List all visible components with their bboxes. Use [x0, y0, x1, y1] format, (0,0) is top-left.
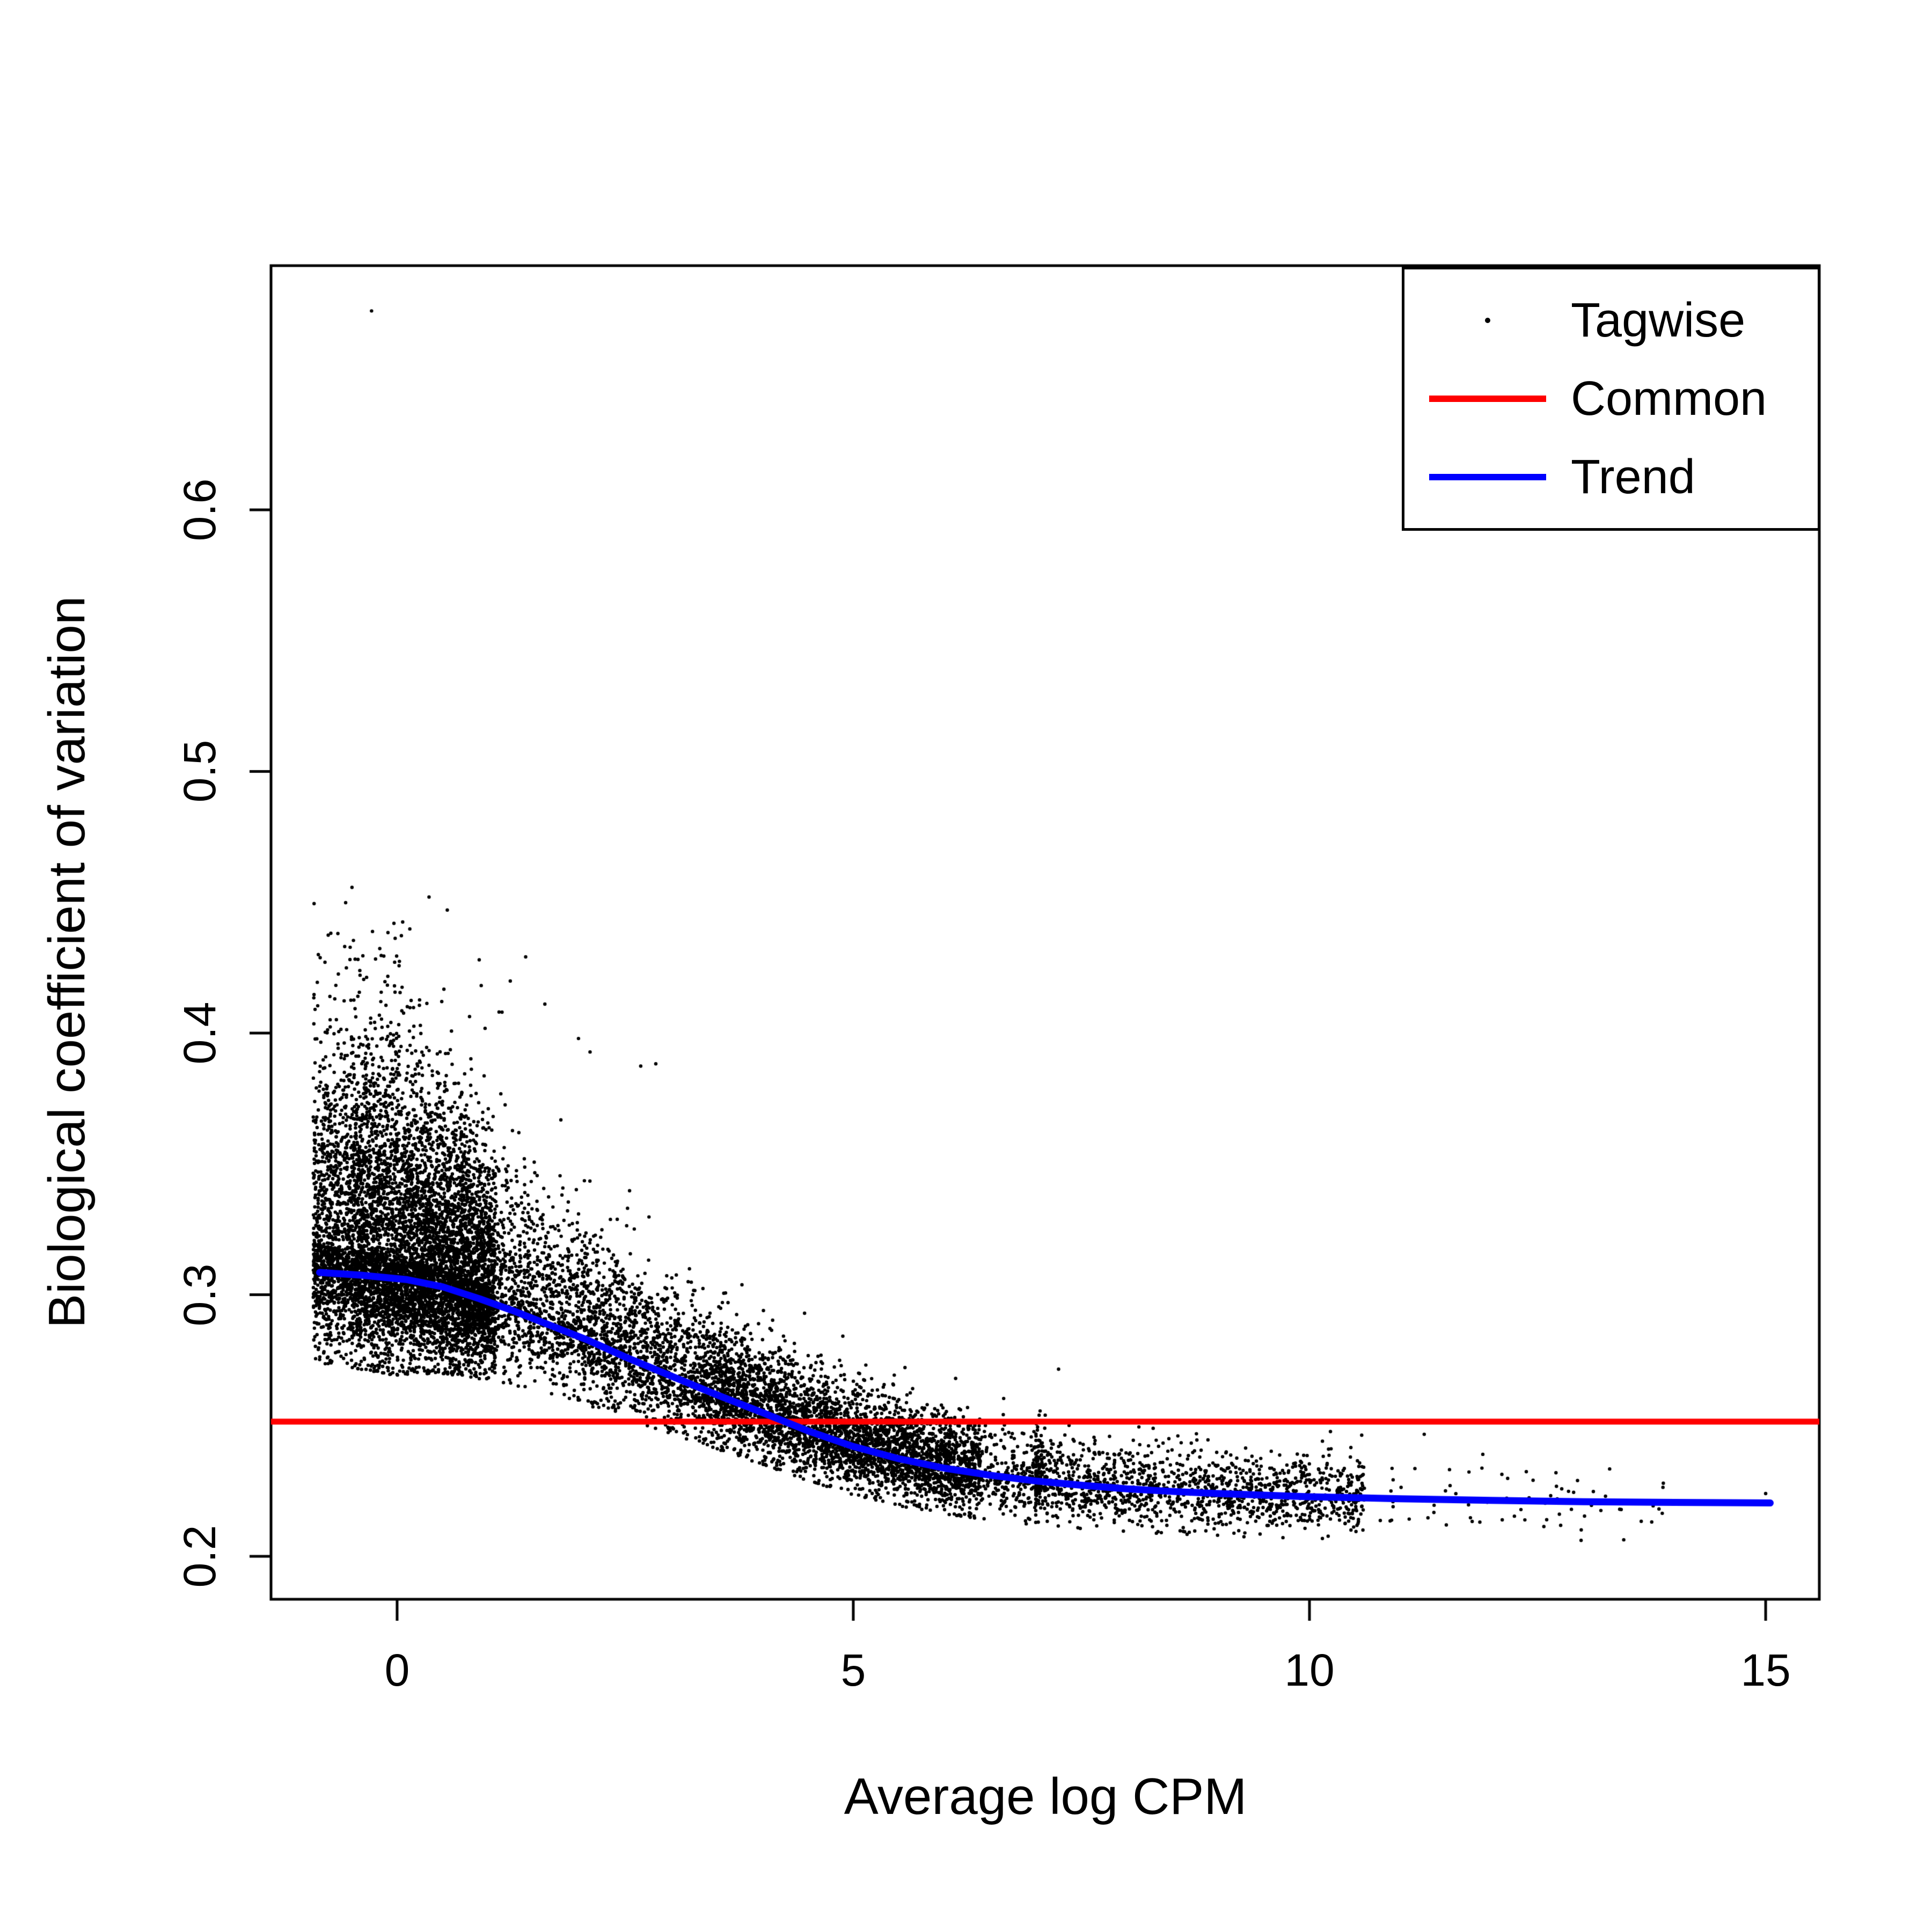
legend-label-trend: Trend — [1571, 450, 1695, 504]
y-tick-label-1: 0.3 — [174, 1263, 225, 1326]
y-tick-label-2: 0.4 — [174, 1001, 225, 1065]
legend-label-common: Common — [1571, 372, 1767, 426]
tagwise-point-icon — [1404, 318, 1571, 323]
legend-row-tagwise: Tagwise — [1404, 281, 1818, 360]
common-line-icon — [1404, 396, 1571, 402]
y-tick-label-4: 0.6 — [174, 478, 225, 541]
y-tick-label-3: 0.5 — [174, 740, 225, 803]
trend-line-icon — [1404, 474, 1571, 480]
legend-label-tagwise: Tagwise — [1571, 294, 1746, 347]
y-axis-title: Biological coefficient of variation — [38, 596, 96, 1328]
legend-row-common: Common — [1404, 360, 1818, 438]
x-tick-label-2: 10 — [1284, 1645, 1335, 1695]
x-tick-label-3: 15 — [1740, 1645, 1791, 1695]
legend: Tagwise Common Trend — [1402, 267, 1820, 531]
x-axis-title: Average log CPM — [844, 1768, 1247, 1825]
x-tick-label-1: 5 — [840, 1645, 866, 1695]
x-tick-label-0: 0 — [384, 1645, 410, 1695]
legend-row-trend: Trend — [1404, 438, 1818, 516]
y-tick-label-0: 0.2 — [174, 1525, 225, 1588]
